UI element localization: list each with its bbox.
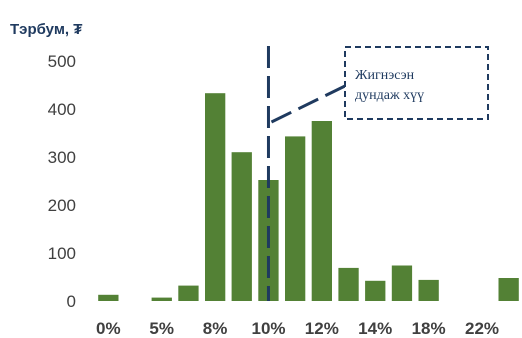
x-tick-label: 5%: [149, 319, 174, 338]
y-tick-label: 100: [48, 244, 76, 263]
callout-line: [270, 84, 346, 124]
x-tick-label: 0%: [96, 319, 121, 338]
bar: [338, 267, 359, 301]
bar: [98, 294, 119, 301]
bar: [391, 265, 413, 301]
x-tick-label: 18%: [412, 319, 446, 338]
x-tick-label: 12%: [305, 319, 339, 338]
bar: [151, 297, 172, 301]
x-tick-label: 8%: [203, 319, 228, 338]
bar: [498, 278, 519, 301]
bar: [178, 285, 199, 301]
bar: [205, 93, 226, 301]
y-tick-label: 300: [48, 148, 76, 167]
x-axis: 0% 5% 8% 10% 12% 14% 18% 22%: [96, 319, 499, 338]
x-tick-label: 14%: [358, 319, 392, 338]
y-tick-label: 200: [48, 196, 76, 215]
bar: [285, 136, 306, 301]
y-tick-label: 400: [48, 100, 76, 119]
callout-box: [344, 46, 489, 120]
y-tick-label: 500: [48, 52, 76, 71]
annotation: Жигнэсэн дундаж хүү: [266, 46, 489, 301]
bar: [311, 121, 332, 301]
bar: [231, 152, 252, 301]
y-tick-label: 0: [67, 292, 76, 311]
annotation-line-2: дундаж хүү: [355, 88, 424, 103]
x-tick-label: 22%: [465, 319, 499, 338]
bars: [98, 93, 519, 301]
y-axis: 0 100 200 300 400 500: [48, 52, 76, 311]
x-tick-label: 10%: [251, 319, 285, 338]
annotation-line-1: Жигнэсэн: [355, 68, 415, 83]
bar: [365, 280, 386, 301]
bar: [418, 279, 439, 301]
unit-label: Тэрбум, ₮: [10, 21, 82, 38]
